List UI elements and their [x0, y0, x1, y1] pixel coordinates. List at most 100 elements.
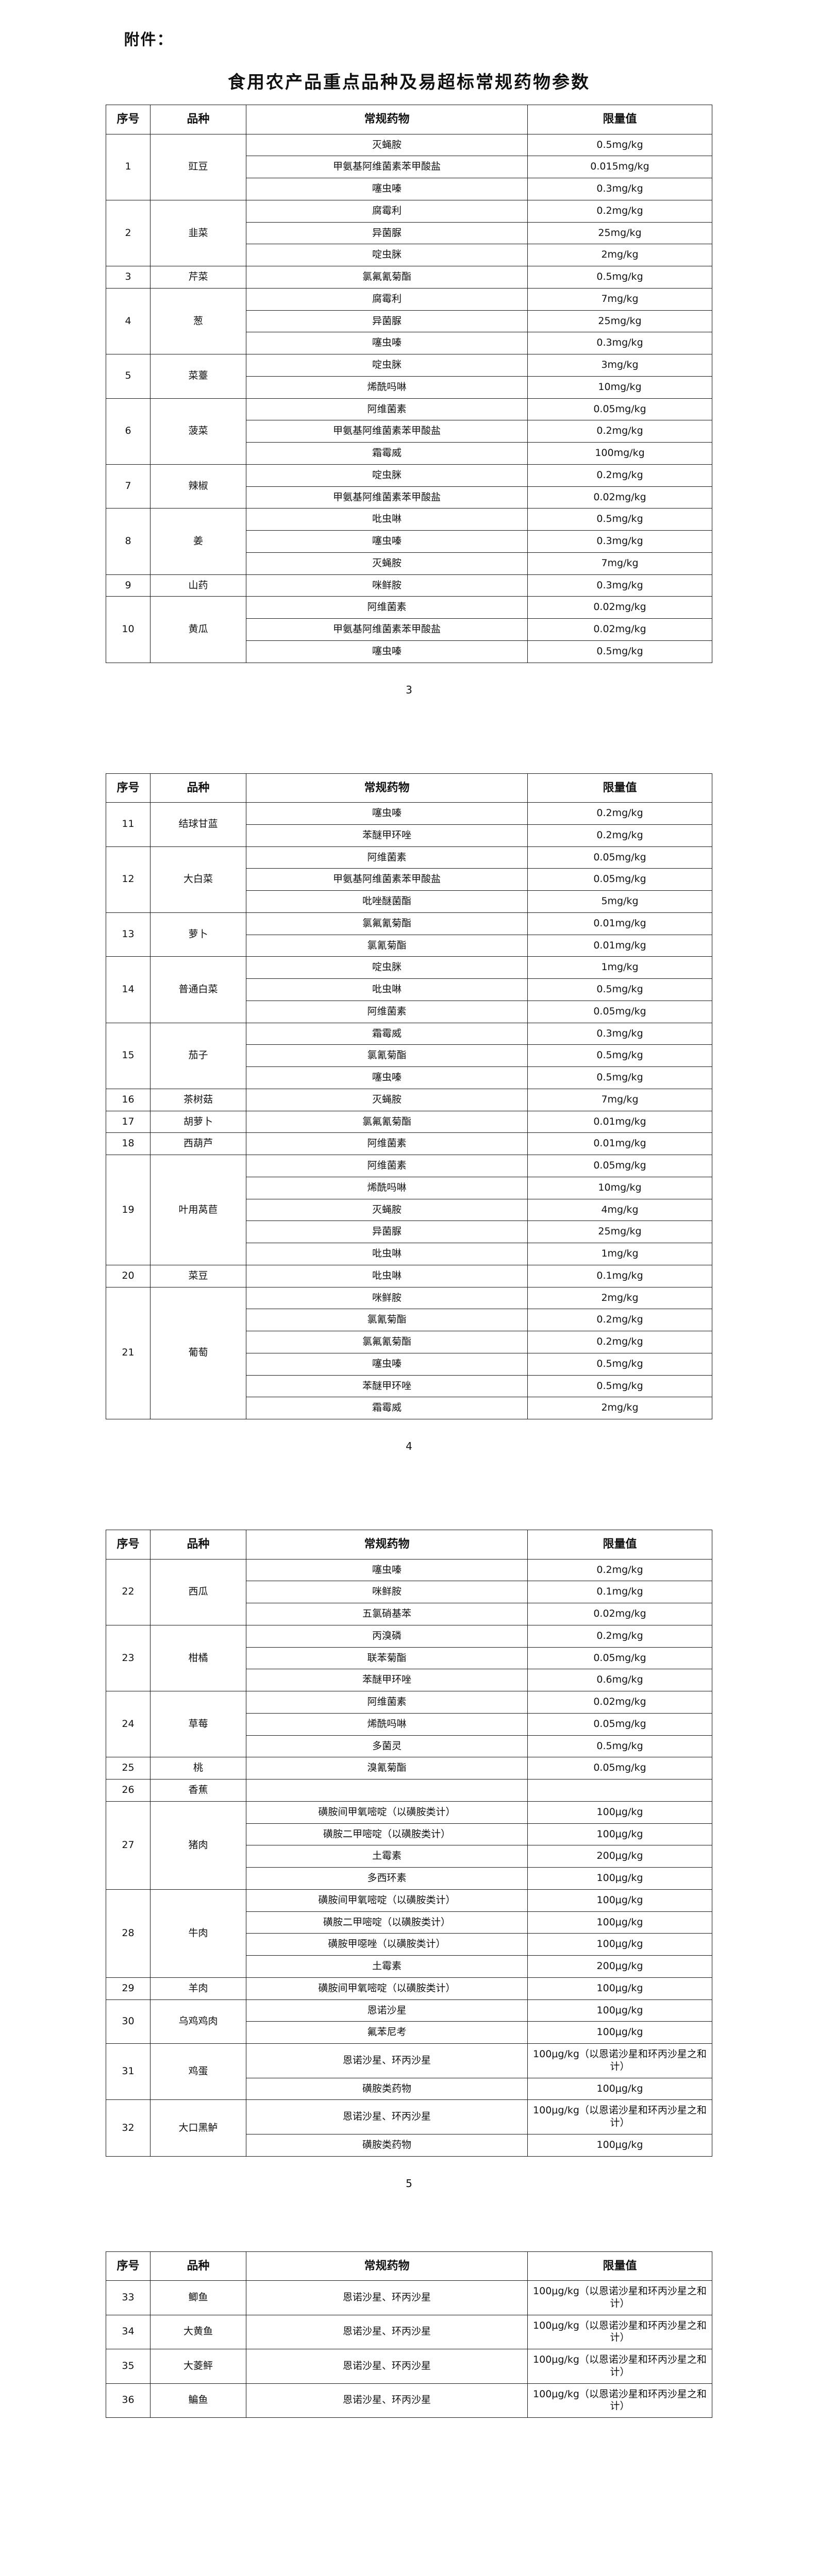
table-row: 24 草莓 阿维菌素 0.02mg/kg — [106, 1690, 712, 1758]
cell-variety: 辣椒 — [150, 464, 246, 509]
cell-limit-value: 0.5mg/kg — [527, 978, 712, 1001]
cell-row-number: 11 — [106, 802, 151, 847]
cell-row-number: 35 — [106, 2349, 151, 2384]
cell-variety: 黄瓜 — [150, 596, 246, 663]
cell-limit-value: 10mg/kg — [527, 376, 712, 399]
cell-drug-name: 甲氨基阿维菌素苯甲酸盐 — [246, 618, 528, 641]
cell-drug-name: 土霉素 — [246, 1845, 528, 1868]
table-row: 多西环素 100μg/kg — [106, 1867, 712, 1890]
cell-drug-name: 阿维菌素 — [246, 846, 528, 869]
cell-drug-name: 阿维菌素 — [246, 1132, 528, 1155]
cell-drug-name: 阿维菌素 — [246, 596, 528, 619]
column-header-variety: 品种 — [150, 1530, 246, 1560]
cell-drug-name: 氯氰菊酯 — [246, 1044, 528, 1067]
table-row: 29 羊肉 磺胺间甲氧嘧啶（以磺胺类计） 100μg/kg — [106, 1977, 712, 2000]
cell-limit-value: 2mg/kg — [527, 1397, 712, 1419]
cell-drug-name: 土霉素 — [246, 1955, 528, 1978]
cell-variety: 豇豆 — [150, 133, 246, 200]
cell-row-number: 6 — [106, 398, 151, 465]
cell-limit-value: 0.05mg/kg — [527, 846, 712, 869]
table-row: 磺胺类药物 100μg/kg — [106, 2077, 712, 2100]
cell-variety: 乌鸡鸡肉 — [150, 1999, 246, 2044]
cell-limit-value: 100μg/kg — [527, 1823, 712, 1846]
table-row: 26 香蕉 — [106, 1779, 712, 1802]
cell-drug-name: 磺胺类药物 — [246, 2133, 528, 2157]
table-row: 甲氨基阿维菌素苯甲酸盐 0.05mg/kg — [106, 868, 712, 891]
cell-row-number: 17 — [106, 1110, 151, 1133]
table-row: 2 韭菜 腐霉利 0.2mg/kg — [106, 199, 712, 267]
cell-drug-name: 氯氟氰菊酯 — [246, 1331, 528, 1353]
cell-row-number: 10 — [106, 596, 151, 663]
cell-limit-value: 0.5mg/kg — [527, 1375, 712, 1398]
cell-limit-value: 0.05mg/kg — [527, 1713, 712, 1736]
cell-limit-value: 200μg/kg — [527, 1955, 712, 1978]
cell-limit-value: 0.2mg/kg — [527, 420, 712, 443]
cell-limit-value: 0.1mg/kg — [527, 1264, 712, 1287]
page-inner: 序号 品种 常规药物 限量值 22 西瓜 噻虫嗪 0.2mg/kg 咪鲜胺 0.1mg/kg 五氯硝… — [103, 1452, 716, 2190]
table-row: 异菌脲 25mg/kg — [106, 222, 712, 245]
cell-row-number: 26 — [106, 1779, 151, 1802]
cell-limit-value: 7mg/kg — [527, 552, 712, 575]
cell-row-number: 25 — [106, 1757, 151, 1780]
cell-limit-value: 100μg/kg — [527, 1977, 712, 2000]
cell-row-number: 14 — [106, 956, 151, 1023]
cell-limit-value: 0.05mg/kg — [527, 398, 712, 421]
cell-row-number: 16 — [106, 1088, 151, 1111]
table-row: 27 猪肉 磺胺间甲氧嘧啶（以磺胺类计） 100μg/kg — [106, 1801, 712, 1890]
cell-drug-name: 阿维菌素 — [246, 1691, 528, 1714]
cell-drug-name: 噻虫嗪 — [246, 332, 528, 354]
table-row: 14 普通白菜 啶虫脒 1mg/kg — [106, 956, 712, 1023]
table-row: 磺胺甲噁唑（以磺胺类计） 100μg/kg — [106, 1933, 712, 1956]
cell-drug-name: 吡虫啉 — [246, 978, 528, 1001]
table-row: 12 大白菜 阿维菌素 0.05mg/kg — [106, 846, 712, 913]
page-top-spacer — [103, 1452, 716, 1530]
pages-container: 附件： 食用农产品重点品种及易超标常规药物参数 序号 品种 常规药物 限量值 1 豇豆 灭蝇胺 0… — [103, 31, 716, 2418]
cell-row-number: 3 — [106, 266, 151, 289]
cell-drug-name: 噻虫嗪 — [246, 1558, 528, 1582]
cell-drug-name: 恩诺沙星 — [246, 1999, 528, 2022]
cell-row-number: 1 — [106, 133, 151, 200]
cell-drug-name: 阿维菌素 — [246, 398, 528, 421]
table-row: 霜霉威 2mg/kg — [106, 1397, 712, 1419]
table-row: 20 菜豆 吡虫啉 0.1mg/kg — [106, 1264, 712, 1287]
cell-drug-name: 磺胺间甲氧嘧啶（以磺胺类计） — [246, 1801, 528, 1824]
cell-drug-name: 磺胺甲噁唑（以磺胺类计） — [246, 1933, 528, 1956]
cell-limit-value: 7mg/kg — [527, 1088, 712, 1111]
table-row: 31 鸡蛋 恩诺沙星、环丙沙星 100μg/kg（以恩诺沙星和环丙沙星之和计） — [106, 2043, 712, 2100]
cell-drug-name: 磺胺二甲嘧啶（以磺胺类计） — [246, 1823, 528, 1846]
cell-drug-name: 噻虫嗪 — [246, 640, 528, 663]
cell-variety: 大菱鲆 — [150, 2349, 246, 2384]
cell-variety: 山药 — [150, 574, 246, 597]
cell-drug-name: 苯醚甲环唑 — [246, 1375, 528, 1398]
page-title: 食用农产品重点品种及易超标常规药物参数 — [228, 72, 590, 93]
cell-limit-value: 0.3mg/kg — [527, 178, 712, 200]
cell-variety: 柑橘 — [150, 1624, 246, 1692]
cell-limit-value: 0.015mg/kg — [527, 156, 712, 178]
cell-limit-value: 100μg/kg（以恩诺沙星和环丙沙星之和计） — [527, 2314, 712, 2349]
table-row: 咪鲜胺 0.1mg/kg — [106, 1581, 712, 1603]
table-row: 土霉素 200μg/kg — [106, 1845, 712, 1868]
cell-drug-name: 吡虫啉 — [246, 1243, 528, 1265]
cell-limit-value: 0.3mg/kg — [527, 530, 712, 553]
cell-drug-name: 灭蝇胺 — [246, 133, 528, 157]
cell-variety: 菜薹 — [150, 354, 246, 399]
column-header-variety: 品种 — [150, 773, 246, 803]
column-header-no: 序号 — [106, 773, 151, 803]
table-header-row: 序号 品种 常规药物 限量值 — [106, 2251, 712, 2281]
table-row: 霜霉威 100mg/kg — [106, 442, 712, 465]
cell-drug-name: 联苯菊酯 — [246, 1647, 528, 1670]
cell-drug-name: 咪鲜胺 — [246, 1286, 528, 1310]
page-number: 4 — [406, 1440, 412, 1452]
cell-drug-name: 吡虫啉 — [246, 1264, 528, 1287]
cell-variety: 芹菜 — [150, 266, 246, 289]
cell-limit-value: 100μg/kg — [527, 1911, 712, 1934]
cell-variety: 茶树菇 — [150, 1088, 246, 1111]
table-row: 烯酰吗啉 10mg/kg — [106, 1176, 712, 1199]
column-header-drug: 常规药物 — [246, 105, 528, 134]
cell-limit-value: 0.02mg/kg — [527, 1603, 712, 1625]
cell-limit-value: 0.6mg/kg — [527, 1669, 712, 1691]
cell-limit-value: 0.2mg/kg — [527, 802, 712, 825]
cell-drug-name: 氯氰菊酯 — [246, 934, 528, 957]
table-row: 19 叶用莴苣 阿维菌素 0.05mg/kg — [106, 1155, 712, 1265]
cell-limit-value: 0.3mg/kg — [527, 1022, 712, 1045]
